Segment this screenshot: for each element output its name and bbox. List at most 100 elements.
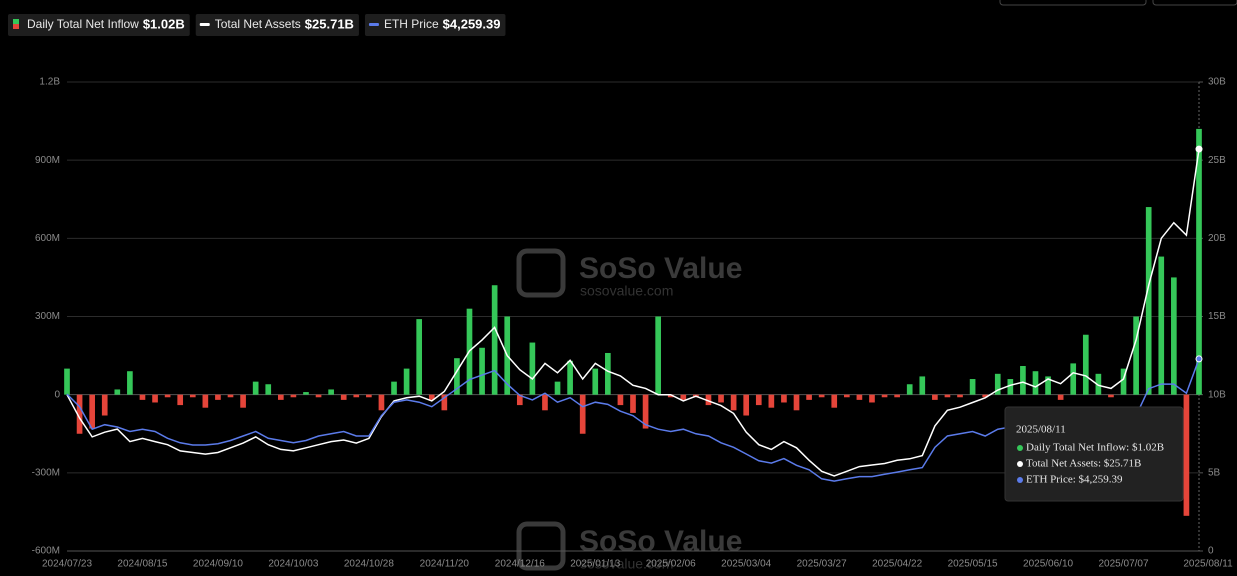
- bar: [265, 384, 272, 395]
- y2-tick-label: 10B: [1208, 389, 1226, 400]
- bar: [768, 394, 775, 408]
- watermark-brand: SoSo Value: [579, 252, 742, 285]
- legend-swatch: [13, 24, 19, 29]
- watermark-brand: SoSo Value: [579, 525, 742, 558]
- bar: [567, 360, 573, 395]
- bar: [378, 394, 385, 411]
- bar: [416, 319, 423, 395]
- tooltip-dot: [1017, 445, 1023, 451]
- watermark-url: sosovalue.com: [580, 556, 673, 572]
- bar: [843, 394, 850, 398]
- y-tick-label: -600M: [32, 546, 60, 557]
- bar: [869, 394, 875, 403]
- x-tick-label: 2024/07/23: [42, 559, 92, 570]
- bar: [542, 394, 548, 411]
- legend-label: ETH Price: [384, 17, 439, 31]
- bar: [969, 379, 976, 395]
- bar: [655, 316, 661, 395]
- bar: [919, 376, 926, 395]
- watermark: SoSo Value sosovalue.com: [516, 521, 742, 572]
- tooltip-line: Daily Total Net Inflow: $1.02B: [1026, 442, 1164, 454]
- legend-label: Total Net Assets: [215, 17, 301, 31]
- bar: [781, 394, 787, 403]
- bar: [76, 394, 83, 434]
- bar: [667, 394, 674, 398]
- bar: [932, 394, 938, 400]
- bar: [1145, 207, 1152, 395]
- x-tick-label: 2024/10/28: [344, 559, 394, 570]
- bar: [705, 394, 712, 406]
- x-tick-label: 2024/09/10: [193, 559, 243, 570]
- bar: [1183, 394, 1190, 516]
- bar: [215, 394, 221, 400]
- bar: [164, 394, 171, 398]
- bar: [252, 381, 259, 395]
- bar: [730, 394, 737, 411]
- bar: [391, 381, 397, 395]
- bar: [554, 381, 561, 395]
- bar: [441, 394, 448, 411]
- y-tick-label: 300M: [35, 311, 60, 322]
- x-tick-label: 2024/11/20: [420, 559, 470, 570]
- bar: [642, 394, 649, 429]
- legend-item: Daily Total Net Inflow $1.02B: [8, 14, 190, 36]
- bar: [718, 394, 724, 403]
- bar: [982, 394, 989, 398]
- y-tick-label: 900M: [35, 155, 60, 166]
- x-tick-label: 2025/01/13: [570, 559, 620, 570]
- tooltip-dot: [1017, 461, 1023, 467]
- tooltip-line: ETH Price: $4,259.39: [1026, 474, 1123, 486]
- bar: [1133, 316, 1139, 395]
- y2-tick-label: 30B: [1208, 77, 1226, 88]
- y-tick-label: 1.2B: [39, 77, 60, 88]
- bar: [1158, 256, 1165, 395]
- point-marker: [1195, 145, 1203, 153]
- bar: [630, 394, 636, 413]
- bar: [906, 384, 913, 395]
- bar: [89, 394, 95, 429]
- bar: [177, 394, 184, 406]
- tooltip-line: Total Net Assets: $25.71B: [1026, 458, 1141, 470]
- bar: [227, 394, 234, 398]
- bar: [1045, 376, 1051, 395]
- tooltip-dot: [1017, 477, 1023, 483]
- y2-tick-label: 15B: [1208, 311, 1226, 322]
- bar: [1007, 379, 1014, 395]
- bar: [806, 394, 812, 400]
- bar: [1070, 363, 1077, 395]
- bar: [831, 394, 838, 408]
- y2-tick-label: 5B: [1208, 467, 1221, 478]
- bar: [403, 368, 410, 395]
- point-marker: [1195, 355, 1203, 363]
- bar: [1108, 394, 1114, 398]
- legend-item: ETH Price $4,259.39: [364, 14, 506, 36]
- top-button[interactable]: [1152, 0, 1237, 6]
- bar: [793, 394, 800, 411]
- bar: [1095, 373, 1102, 395]
- bar: [994, 373, 1001, 395]
- bar: [491, 285, 498, 395]
- bar: [1032, 371, 1039, 395]
- x-tick-label: 2025/08/11: [1183, 559, 1233, 570]
- x-tick-label: 2024/12/16: [495, 559, 545, 570]
- legend-swatch: [199, 23, 210, 26]
- bar: [64, 368, 70, 395]
- bar: [944, 394, 951, 398]
- bar: [592, 368, 599, 395]
- bar: [303, 392, 309, 395]
- top-button[interactable]: [999, 0, 1147, 6]
- watermark-logo: [516, 248, 566, 298]
- bar: [881, 394, 888, 398]
- bar: [856, 394, 863, 400]
- x-tick-label: 2025/04/22: [872, 559, 922, 570]
- bar: [101, 394, 108, 416]
- bar: [617, 394, 624, 406]
- tooltip-box: [1004, 406, 1184, 502]
- bar: [340, 394, 347, 400]
- legend-value: $4,259.39: [443, 16, 501, 31]
- bar: [1020, 366, 1026, 395]
- bar: [680, 394, 687, 400]
- x-tick-label: 2024/10/03: [268, 559, 318, 570]
